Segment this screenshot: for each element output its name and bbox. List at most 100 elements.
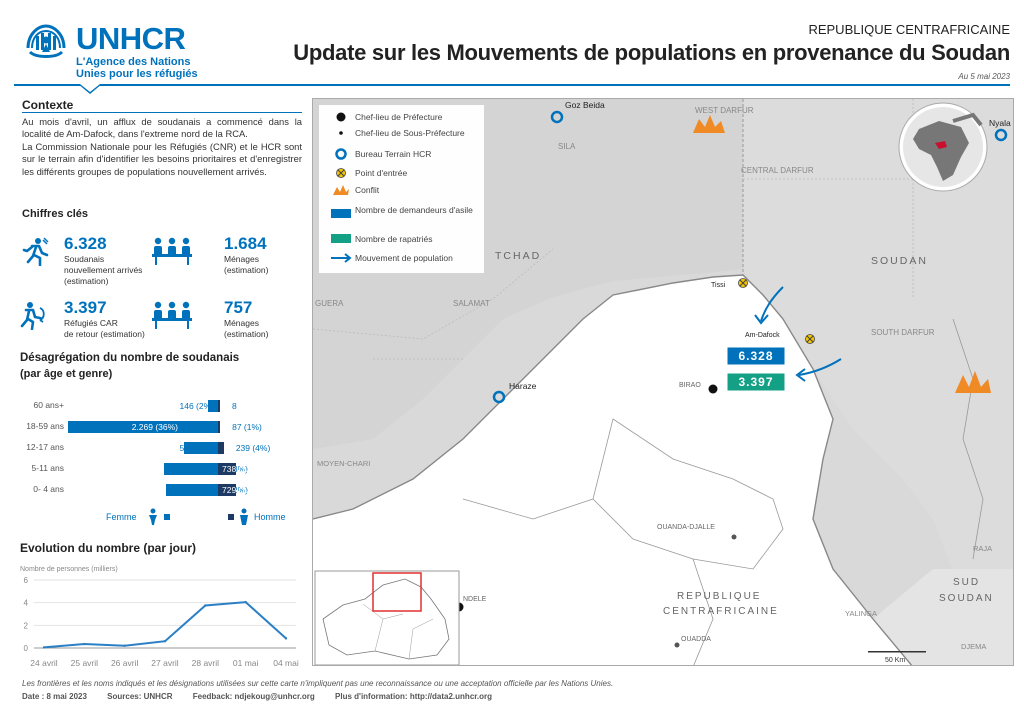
pyramid-bar-male (218, 400, 220, 412)
chart-point (244, 600, 247, 604)
unhcr-emblem-icon (26, 24, 66, 58)
place-sud-soudan-1: SUD (953, 577, 980, 588)
map-extent-marker (372, 572, 422, 612)
pyramid-bar-female (166, 484, 218, 496)
pyramid-value-female: 512 (8%) (179, 443, 215, 453)
place-djema: DJEMA (961, 642, 986, 651)
figure-value-returnees: 3.397 (64, 298, 107, 317)
disclaimer: Les frontières et les noms indiqués et l… (22, 679, 614, 688)
place-raja: RAJA (973, 544, 992, 553)
legend-label-entry-point: Point d'entrée (355, 168, 407, 178)
place-rca-1: REPUBLIQUE (677, 591, 761, 602)
chart-point (83, 642, 86, 646)
pyramid-age-label: 12-17 ans (26, 442, 64, 452)
figure-value-arrivals: 6.328 (64, 234, 107, 253)
pyramid-subtitle: (par âge et genre) (20, 368, 113, 380)
pyramid-bar-male (218, 463, 236, 475)
legend-label-hcr-office: Bureau Terrain HCR (355, 149, 431, 159)
returnee-box-icon (331, 234, 351, 243)
chart-x-tick-label: 28 avril (192, 658, 220, 668)
asylum-count: 6.328 (738, 349, 773, 363)
place-sila: SILA (558, 142, 576, 151)
place-birao: BIRAO (679, 382, 701, 389)
chart-x-tick-label: 27 avril (151, 658, 179, 668)
pyramid-age-label: 60 ans+ (33, 400, 65, 410)
returnee-count: 3.397 (738, 375, 773, 389)
movement-arrow-icon (760, 286, 784, 322)
chart-y-tick-label: 4 (24, 599, 29, 608)
place-haraze: Haraze (509, 381, 537, 391)
footer-sources: Sources: UNHCR (107, 692, 173, 701)
as-of-date: Au 5 mai 2023 (958, 72, 1010, 81)
pyramid-value-male: 239 (4%) (235, 443, 271, 453)
pyramid-value-male: 738 (12%) (222, 464, 262, 474)
place-am-dafock: Am-Dafock (745, 332, 780, 339)
key-figures-title: Chiffres clés (22, 208, 89, 220)
place-central-darfur: CENTRAL DARFUR (741, 166, 814, 175)
chart-x-tick-label: 24 avril (30, 658, 58, 668)
chart-point (163, 640, 167, 643)
country-name: REPUBLIQUE CENTRAFRICAINE (808, 22, 1010, 37)
pyramid-value-female: 146 (2%) (179, 401, 215, 411)
context-paragraph-1: Au mois d'avril, un afflux de soudanais … (22, 116, 302, 140)
female-icon (149, 508, 170, 525)
prefecture-dot-icon (336, 112, 346, 122)
pyramid-age-label: 18-59 ans (26, 421, 64, 431)
conflict-icon (333, 185, 349, 195)
header-divider (14, 84, 1010, 86)
figure-label-arrivals: Soudanais nouvellement arrivés (estimati… (64, 254, 143, 286)
place-ouanda-djalle: OUANDA-DJALLE (657, 524, 715, 531)
chart-y-tick-label: 2 (24, 621, 29, 630)
scale-bar (868, 651, 926, 653)
legend-label-conflict: Conflit (355, 185, 380, 195)
place-tissi: Tissi (711, 282, 726, 289)
pyramid-bar-female (68, 421, 218, 433)
footer-date: Date : 8 mai 2023 (22, 692, 87, 701)
hcr-office-icon (492, 390, 506, 404)
footer-more-info[interactable]: Plus d'information: http://data2.unhcr.o… (335, 692, 493, 701)
context-title: Contexte (22, 98, 74, 112)
car-location-marker (935, 141, 947, 149)
pyramid-bar-female (163, 463, 218, 475)
sous-prefecture-dot-icon (674, 642, 680, 648)
figure-value-households-1: 1.684 (224, 234, 267, 253)
place-sud-soudan-2: SOUDAN (939, 593, 994, 604)
scale-label: 50 Km (885, 657, 905, 664)
sous-prefecture-dot-icon (731, 534, 737, 540)
place-ndele: NDELE (463, 596, 487, 603)
pyramid-value-male: 87 (1%) (232, 422, 262, 432)
place-salamat: SALAMAT (453, 299, 490, 308)
conflict-icon (955, 371, 991, 393)
refugee-running-icon (22, 237, 49, 266)
figure-label-returnees: Réfugiés CAR de retour (estimation) (64, 318, 145, 339)
place-tchad: TCHAD (495, 250, 541, 262)
pyramid-value-male: 729 (12%) (222, 485, 262, 495)
movement-arrow-icon (798, 358, 842, 376)
male-icon (228, 508, 248, 525)
map-legend (331, 112, 352, 263)
org-name: UNHCR (76, 21, 186, 56)
legend-label-movement: Mouvement de population (355, 253, 453, 263)
returnee-icon (20, 302, 45, 330)
chart-y-tick-label: 0 (24, 644, 29, 653)
footer-feedback[interactable]: Feedback: ndjekoug@unhcr.org (192, 692, 315, 701)
context-text: Au mois d'avril, un afflux de soudanais … (22, 116, 302, 178)
place-south-darfur: SOUTH DARFUR (871, 328, 935, 337)
pyramid-value-male: 8 (232, 401, 237, 411)
pyramid-bar-female (184, 442, 218, 454)
place-soudan: SOUDAN (871, 255, 928, 267)
legend-label-sous-prefecture: Chef-lieu de Sous-Préfecture (355, 128, 465, 138)
hcr-office-icon (550, 110, 564, 124)
legend-label-prefecture: Chef-lieu de Préfecture (355, 112, 443, 122)
chart-x-tick-label: 26 avril (111, 658, 139, 668)
asylum-count-box (726, 346, 786, 366)
chart-point (204, 604, 207, 607)
chart-title: Evolution du nombre (par jour) (20, 541, 196, 555)
prefecture-dot-icon (708, 384, 718, 394)
org-subtitle-2: Unies pour les réfugiés (76, 68, 198, 80)
pyramid-bar-male (218, 484, 236, 496)
pyramid-bar-male (218, 442, 224, 454)
pyramid-bar-male (218, 421, 221, 433)
pyramid-age-label: 5-11 ans (31, 463, 64, 473)
figure-label-households-1: Ménages (estimation) (224, 254, 269, 275)
